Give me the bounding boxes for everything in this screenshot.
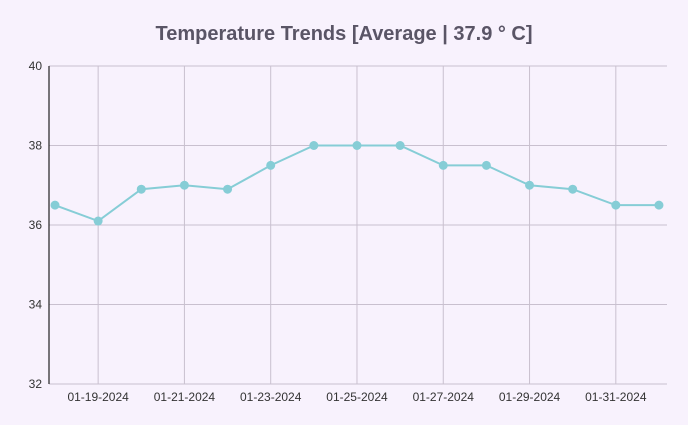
series-layer [50, 141, 664, 226]
y-tick-label: 36 [29, 218, 43, 232]
y-tick-label: 34 [29, 298, 43, 312]
data-point [395, 141, 405, 150]
y-tick-label: 38 [29, 139, 43, 153]
chart-title: Temperature Trends [Average | 37.9 ° C] [155, 23, 532, 45]
data-point [568, 184, 578, 194]
x-tick-label: 01-31-2024 [585, 390, 647, 404]
y-tick-label: 32 [29, 377, 43, 391]
x-tick-label: 01-25-2024 [326, 390, 388, 404]
data-point [309, 141, 319, 150]
data-point [266, 160, 276, 170]
data-point [525, 180, 535, 190]
grid-layer [49, 65, 667, 385]
data-point [654, 200, 664, 210]
data-point [481, 160, 491, 170]
x-tick-label: 01-23-2024 [240, 390, 302, 404]
data-point [136, 184, 146, 194]
data-point [438, 160, 448, 170]
x-tick-label: 01-19-2024 [67, 390, 129, 404]
data-point [352, 141, 362, 150]
data-point [50, 200, 60, 210]
data-point [179, 180, 189, 190]
tick-label-layer: 32 34 36 38 40 01-19-2024 01-21-2024 01-23-2024… [29, 59, 647, 404]
x-tick-label: 01-29-2024 [499, 390, 561, 404]
data-point [223, 184, 233, 194]
x-tick-label: 01-21-2024 [154, 390, 216, 404]
data-point [611, 200, 621, 210]
data-point [93, 216, 103, 226]
y-tick-label: 40 [29, 59, 43, 73]
x-tick-label: 01-27-2024 [413, 390, 475, 404]
